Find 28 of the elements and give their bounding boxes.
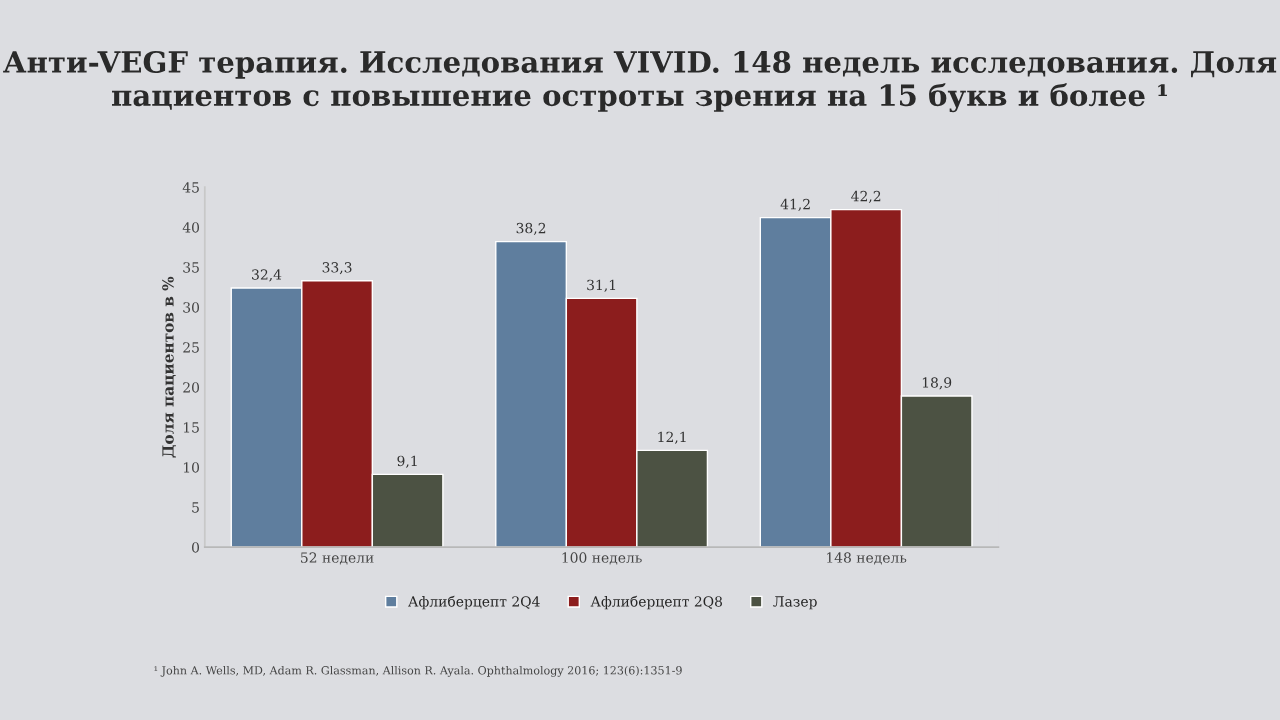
y-tick-label: 40 <box>182 222 200 233</box>
legend-label: Афлиберцепт 2Q4 <box>408 595 540 610</box>
text: ¹ John A. Wells, MD, Adam R. Glassman, Allison R. Ayala. Ophthalmology 2016; 123(6):1351-9 <box>154 665 682 677</box>
data-label: 38,2 <box>516 222 546 236</box>
y-tick-label: 5 <box>192 502 199 513</box>
data-label: 9,1 <box>397 455 417 468</box>
data-label: 31,1 <box>587 279 616 292</box>
y-tick-label: 15 <box>183 422 199 433</box>
x-tick-label: 100 недель <box>562 552 642 565</box>
y-tick-label: 25 <box>183 342 199 353</box>
y-tick-label: 10 <box>183 462 200 473</box>
y-tick-label: 45 <box>182 182 199 193</box>
y-tick-label: 0 <box>192 542 200 553</box>
y-tick-label: 30 <box>183 302 200 313</box>
data-label: 33,3 <box>322 262 352 275</box>
data-label: 41,2 <box>780 198 810 212</box>
y-tick-label: 20 <box>183 382 200 393</box>
data-label: 32,4 <box>252 269 282 282</box>
chart-title: Анти-VEGF терапия. Исследования VIVID. 148 недель исследования. Доля пациентов с повышение остроты зрения на 15 букв и более ¹ <box>3 50 1277 113</box>
data-label: 18,9 <box>922 377 952 390</box>
data-label: 12,1 <box>658 431 686 444</box>
legend-label: Лазер <box>773 596 817 610</box>
legend-label: Афлиберцепт 2Q8 <box>590 595 722 610</box>
data-label: 42,2 <box>851 190 881 204</box>
y-tick-label: 35 <box>183 262 199 273</box>
x-tick-label: 148 недель <box>827 552 907 565</box>
x-tick-label: 52 недели <box>301 552 374 565</box>
y-axis-title: Доля пациентов в % <box>162 276 176 458</box>
